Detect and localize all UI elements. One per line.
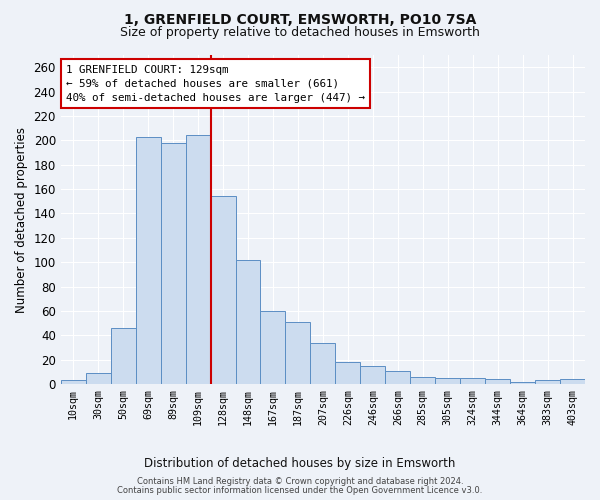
Bar [361,366,385,384]
Bar [211,196,236,384]
Bar [136,136,161,384]
Bar [161,143,185,384]
Text: 1 GRENFIELD COURT: 129sqm
← 59% of detached houses are smaller (661)
40% of semi: 1 GRENFIELD COURT: 129sqm ← 59% of detac… [66,65,365,103]
Bar [535,380,560,384]
Bar [560,380,585,384]
Bar [286,322,310,384]
Text: 1, GRENFIELD COURT, EMSWORTH, PO10 7SA: 1, GRENFIELD COURT, EMSWORTH, PO10 7SA [124,12,476,26]
Bar [86,373,111,384]
Text: Contains HM Land Registry data © Crown copyright and database right 2024.: Contains HM Land Registry data © Crown c… [137,477,463,486]
Bar [410,377,435,384]
Bar [310,342,335,384]
Bar [460,378,485,384]
Text: Contains public sector information licensed under the Open Government Licence v3: Contains public sector information licen… [118,486,482,495]
Bar [236,260,260,384]
Text: Distribution of detached houses by size in Emsworth: Distribution of detached houses by size … [145,458,455,470]
Text: Size of property relative to detached houses in Emsworth: Size of property relative to detached ho… [120,26,480,39]
Bar [510,382,535,384]
Bar [260,311,286,384]
Y-axis label: Number of detached properties: Number of detached properties [15,126,28,312]
Bar [61,380,86,384]
Bar [335,362,361,384]
Bar [111,328,136,384]
Bar [385,370,410,384]
Bar [435,378,460,384]
Bar [485,380,510,384]
Bar [185,136,211,384]
